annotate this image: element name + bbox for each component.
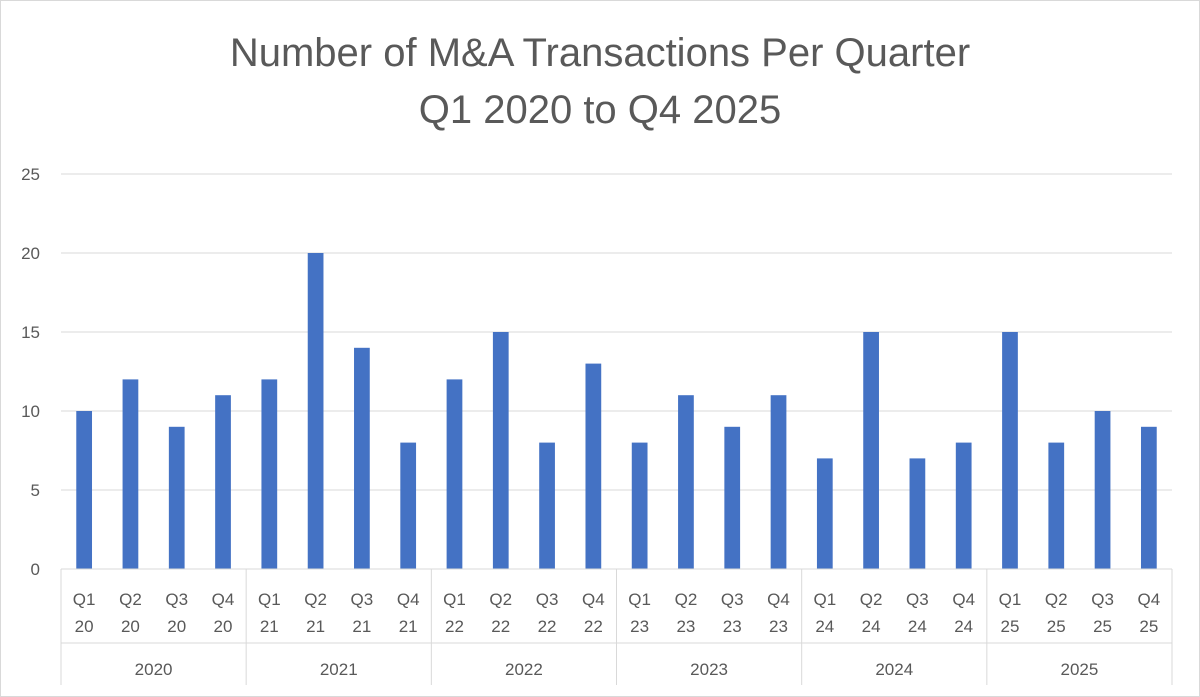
bar [955, 442, 972, 569]
x-tick-label-quarter: Q4 [212, 590, 235, 609]
x-group-label: 2023 [690, 660, 728, 679]
bar [539, 442, 555, 569]
x-group-label: 2025 [1061, 660, 1099, 679]
x-tick-label-year: 22 [538, 617, 557, 636]
x-tick-label-year: 23 [769, 617, 788, 636]
y-tick-label: 15 [21, 323, 40, 342]
chart-title-line: Number of M&A Transactions Per Quarter [229, 31, 971, 75]
x-tick-label-quarter: Q4 [1138, 590, 1161, 609]
bar [678, 395, 694, 569]
x-tick-label-year: 23 [676, 617, 695, 636]
bar [446, 379, 463, 569]
x-tick-label-quarter: Q3 [721, 590, 744, 609]
bar [1048, 442, 1065, 569]
bar [168, 426, 185, 569]
x-tick-label-year: 22 [491, 617, 510, 636]
x-tick-label-year: 25 [1001, 617, 1020, 636]
x-tick-label-year: 21 [260, 617, 279, 636]
x-tick-label-quarter: Q3 [351, 590, 374, 609]
y-tick-label: 20 [21, 244, 40, 263]
bar [215, 395, 231, 569]
x-tick-label-year: 20 [75, 617, 94, 636]
x-tick-label-quarter: Q1 [443, 590, 466, 609]
y-tick-label: 25 [21, 165, 40, 184]
x-tick-label-quarter: Q2 [675, 590, 698, 609]
x-tick-label-year: 24 [908, 617, 927, 636]
x-tick-label-year: 22 [584, 617, 603, 636]
x-tick-label-year: 22 [445, 617, 464, 636]
x-tick-label-quarter: Q2 [860, 590, 883, 609]
x-tick-label-quarter: Q2 [1045, 590, 1068, 609]
y-tick-label: 5 [31, 481, 40, 500]
x-tick-label-year: 20 [214, 617, 233, 636]
bar [1140, 426, 1157, 569]
x-tick-label-quarter: Q4 [767, 590, 790, 609]
chart-title: Number of M&A Transactions Per Quarter Q… [1, 25, 1199, 139]
bar [76, 411, 93, 569]
x-tick-label-quarter: Q4 [952, 590, 975, 609]
y-tick-label: 0 [31, 560, 40, 579]
bar [1094, 411, 1111, 569]
x-tick-label-year: 20 [167, 617, 186, 636]
x-group-label: 2024 [875, 660, 913, 679]
x-tick-label-year: 21 [352, 617, 371, 636]
bar [585, 363, 602, 569]
x-tick-label-quarter: Q3 [906, 590, 929, 609]
x-tick-label-year: 23 [723, 617, 742, 636]
bar [307, 253, 324, 569]
bar [122, 379, 139, 569]
x-tick-label-quarter: Q3 [1091, 590, 1114, 609]
bar [400, 442, 417, 569]
x-tick-label-year: 25 [1139, 617, 1158, 636]
x-tick-label-year: 20 [121, 617, 140, 636]
x-group-label: 2021 [320, 660, 358, 679]
x-tick-label-year: 25 [1047, 617, 1066, 636]
y-tick-label: 10 [21, 402, 40, 421]
x-tick-label-quarter: Q1 [813, 590, 836, 609]
bar [354, 347, 370, 569]
x-tick-label-quarter: Q3 [536, 590, 559, 609]
bar [261, 379, 278, 569]
x-tick-label-year: 21 [306, 617, 325, 636]
x-group-label: 2020 [135, 660, 173, 679]
bar [1002, 332, 1018, 569]
x-tick-label-quarter: Q3 [165, 590, 188, 609]
x-tick-label-quarter: Q2 [304, 590, 327, 609]
x-tick-label-year: 23 [630, 617, 649, 636]
chart-subtitle-line: Q1 2020 to Q4 2025 [418, 88, 782, 132]
x-tick-label-quarter: Q1 [628, 590, 651, 609]
x-tick-label-year: 24 [815, 617, 834, 636]
bar [863, 332, 879, 569]
x-group-label: 2022 [505, 660, 543, 679]
x-tick-label-quarter: Q2 [119, 590, 142, 609]
x-tick-label-quarter: Q1 [258, 590, 281, 609]
x-tick-label-quarter: Q2 [489, 590, 512, 609]
bar [816, 458, 833, 569]
x-tick-label-year: 24 [862, 617, 881, 636]
bar [492, 332, 509, 569]
x-tick-label-quarter: Q1 [73, 590, 96, 609]
x-tick-label-year: 25 [1093, 617, 1112, 636]
bar [724, 426, 741, 569]
x-tick-label-year: 21 [399, 617, 418, 636]
x-tick-label-quarter: Q1 [999, 590, 1022, 609]
x-tick-label-quarter: Q4 [582, 590, 605, 609]
x-tick-label-quarter: Q4 [397, 590, 420, 609]
x-tick-label-year: 24 [954, 617, 973, 636]
bar [631, 442, 648, 569]
bar [909, 458, 926, 569]
bar [770, 395, 787, 569]
